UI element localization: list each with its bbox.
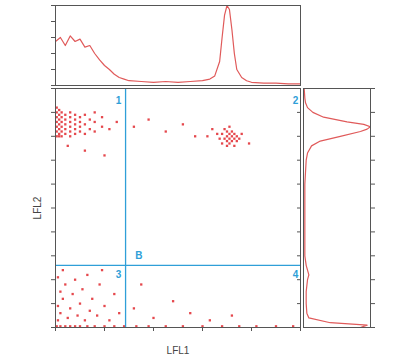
svg-text:B: B bbox=[135, 250, 142, 261]
svg-text:LFL1: LFL1 bbox=[167, 345, 190, 356]
svg-text:3: 3 bbox=[116, 269, 122, 280]
svg-text:LFL2: LFL2 bbox=[32, 196, 43, 219]
svg-text:4: 4 bbox=[293, 269, 299, 280]
svg-text:2: 2 bbox=[293, 95, 299, 106]
svg-text:1: 1 bbox=[116, 95, 122, 106]
